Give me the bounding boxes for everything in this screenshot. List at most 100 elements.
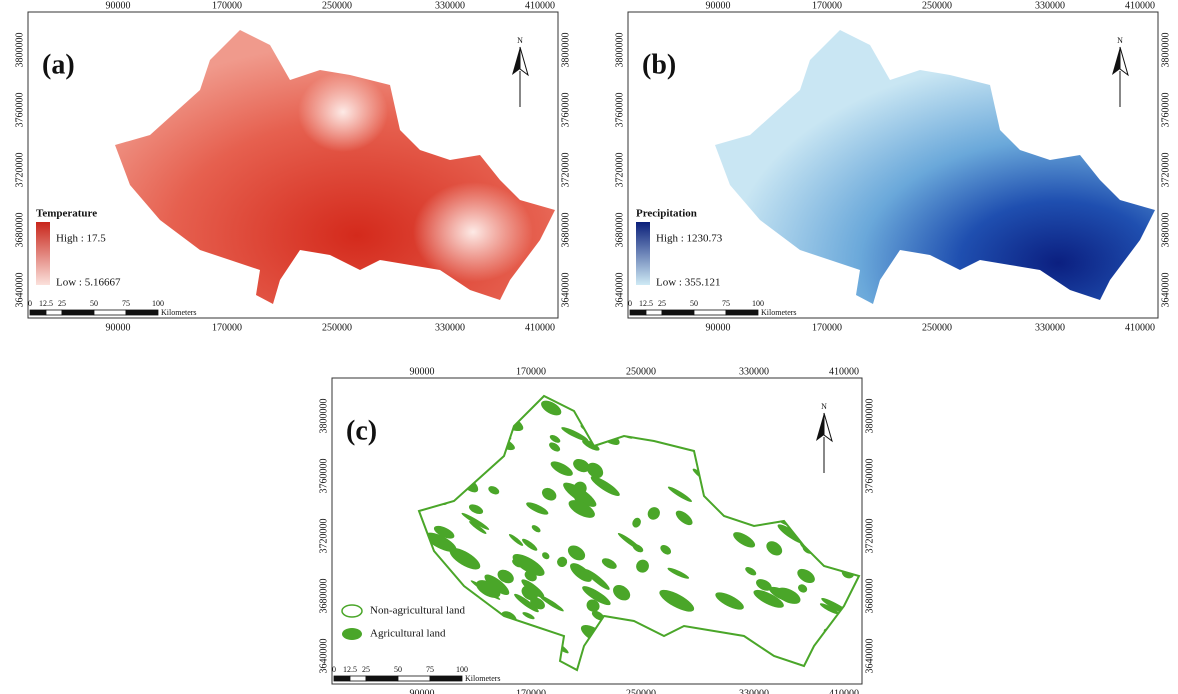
agri-patch: [708, 632, 726, 648]
x-coord: 170000: [516, 688, 546, 694]
scale-seg: [126, 310, 158, 315]
scale-seg: [30, 310, 46, 315]
legend-high: High : 17.5: [56, 233, 106, 245]
x-coord: 410000: [525, 0, 555, 11]
scale-seg: [662, 310, 694, 315]
y-coord: 3800000: [14, 33, 25, 68]
scale-label: 0: [28, 299, 32, 308]
y-coord: 3800000: [1160, 33, 1171, 68]
x-coord: 330000: [739, 688, 769, 694]
legend-low: Low : 355.121: [656, 277, 720, 289]
y-coord: 3800000: [560, 33, 571, 68]
agri-patch: [465, 434, 479, 448]
agri-patch: [721, 461, 757, 493]
x-coord: 250000: [626, 688, 656, 694]
agri-patch: [705, 632, 718, 644]
y-coord: 3680000: [560, 213, 571, 248]
legend-item: Non-agricultural land: [370, 605, 465, 617]
agri-patch: [458, 409, 482, 430]
scale-label: 12.5: [39, 299, 53, 308]
scale-seg: [726, 310, 758, 315]
x-coord: 170000: [516, 366, 546, 377]
agri-patch: [630, 413, 649, 428]
x-coord: 90000: [410, 366, 435, 377]
y-coord: 3760000: [560, 93, 571, 128]
agri-patch: [428, 431, 448, 449]
scale-seg: [694, 310, 726, 315]
agri-patch: [740, 450, 762, 470]
agri-patch: [716, 638, 743, 658]
agri-patch: [610, 640, 626, 655]
scale-seg: [46, 310, 62, 315]
cool-area: [413, 182, 533, 282]
map-panel: 90000 90000 170000 170000 250000 250000 330000…: [318, 366, 875, 694]
x-coord: 250000: [322, 0, 352, 11]
y-coord: 3720000: [14, 153, 25, 188]
x-coord: 250000: [626, 366, 656, 377]
scale-label: 50: [690, 299, 698, 308]
scale-label: 12.5: [639, 299, 653, 308]
agri-patch: [648, 413, 670, 430]
scale-label: 100: [152, 299, 164, 308]
map-panel: 9000090000170000170000250000250000330000…: [14, 0, 571, 333]
north-arrow: [512, 47, 520, 75]
scale-seg: [350, 676, 366, 681]
y-coord: 3720000: [1160, 153, 1171, 188]
x-coord: 330000: [435, 322, 465, 333]
scale-unit: Kilometers: [465, 674, 501, 683]
scale-unit: Kilometers: [161, 308, 197, 317]
legend-high: High : 1230.73: [656, 233, 723, 245]
x-coord: 250000: [322, 322, 352, 333]
scale-label: 75: [122, 299, 130, 308]
legend-title: Temperature: [36, 208, 97, 220]
agri-patch: [488, 399, 514, 418]
agri-patch: [638, 409, 658, 425]
agri-patch: [792, 442, 806, 457]
x-coord: 90000: [410, 688, 435, 694]
agri-patch: [471, 422, 506, 453]
y-coord: 3720000: [864, 519, 875, 554]
y-coord: 3760000: [318, 459, 329, 494]
north-label: N: [517, 36, 523, 45]
panel-label: (b): [642, 49, 676, 80]
scale-label: 25: [658, 299, 666, 308]
y-coord: 3640000: [1160, 273, 1171, 308]
agri-patch: [830, 508, 866, 535]
y-coord: 3800000: [318, 399, 329, 434]
x-coord: 90000: [106, 0, 131, 11]
y-coord: 3680000: [1160, 213, 1171, 248]
legend-low: Low : 5.16667: [56, 277, 121, 289]
agri-patch: [836, 402, 851, 417]
y-coord: 3720000: [614, 153, 625, 188]
north-arrow: [520, 47, 528, 75]
agri-patch: [679, 430, 697, 445]
y-coord: 3720000: [318, 519, 329, 554]
y-coord: 3640000: [560, 273, 571, 308]
y-coord: 3640000: [318, 639, 329, 674]
scale-label: 50: [394, 665, 402, 674]
x-coord: 330000: [739, 366, 769, 377]
y-coord: 3760000: [864, 459, 875, 494]
x-coord: 330000: [1035, 322, 1065, 333]
agri-patch: [721, 405, 737, 417]
scale-seg: [630, 310, 646, 315]
scale-label: 25: [58, 299, 66, 308]
x-coord: 170000: [212, 0, 242, 11]
scale-seg: [398, 676, 430, 681]
scale-seg: [366, 676, 398, 681]
figure: 90000 90000 170000 170000 250000 250000 330000…: [0, 0, 1178, 694]
agri-patch: [457, 432, 481, 455]
north-arrow: [1112, 47, 1120, 75]
agri-patch: [734, 431, 754, 450]
y-coord: 3680000: [864, 579, 875, 614]
scale-label: 100: [752, 299, 764, 308]
y-coord: 3640000: [864, 639, 875, 674]
scale-seg: [430, 676, 462, 681]
x-coord: 90000: [706, 0, 731, 11]
agri-patch: [797, 488, 814, 501]
x-coord: 250000: [922, 0, 952, 11]
north-arrow: [816, 413, 824, 441]
x-coord: 330000: [435, 0, 465, 11]
north-label: N: [821, 402, 827, 411]
scale-seg: [62, 310, 94, 315]
